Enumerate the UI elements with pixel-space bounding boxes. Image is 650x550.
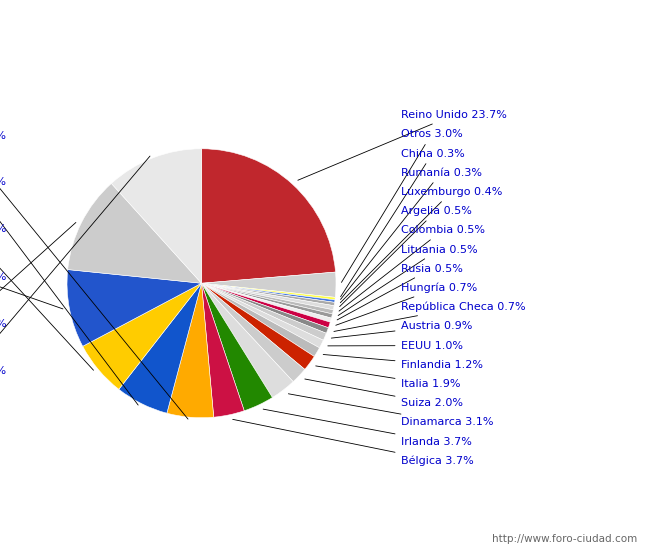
Wedge shape: [83, 283, 202, 389]
Wedge shape: [202, 283, 315, 370]
Wedge shape: [202, 283, 332, 318]
Text: Francia 9.4%: Francia 9.4%: [0, 272, 63, 309]
Text: Luxemburgo 0.4%: Luxemburgo 0.4%: [341, 187, 502, 302]
Wedge shape: [202, 283, 335, 302]
Text: Finlandia 1.2%: Finlandia 1.2%: [323, 355, 482, 370]
Wedge shape: [202, 283, 332, 322]
Text: Colombia 0.5%: Colombia 0.5%: [339, 226, 484, 311]
Text: Reino Unido 23.7%: Reino Unido 23.7%: [298, 110, 506, 180]
Wedge shape: [202, 283, 334, 310]
Text: Países Bajos 5.6%: Países Bajos 5.6%: [0, 130, 188, 419]
Wedge shape: [202, 283, 333, 314]
Wedge shape: [67, 270, 202, 346]
Text: Dinamarca 3.1%: Dinamarca 3.1%: [289, 394, 493, 427]
Text: China 0.3%: China 0.3%: [341, 148, 464, 297]
Wedge shape: [202, 283, 328, 333]
Text: Suecia 11.7%: Suecia 11.7%: [0, 156, 150, 376]
Wedge shape: [202, 272, 336, 298]
Wedge shape: [119, 283, 202, 413]
Text: Hungría 0.7%: Hungría 0.7%: [336, 283, 477, 325]
Wedge shape: [202, 283, 335, 306]
Text: Santa Pola - Turistas extranjeros según país - Abril de 2024: Santa Pola - Turistas extranjeros según …: [48, 13, 602, 34]
Text: Italia 1.9%: Italia 1.9%: [316, 366, 460, 389]
Wedge shape: [167, 283, 214, 418]
Text: EEUU 1.0%: EEUU 1.0%: [328, 340, 463, 350]
Wedge shape: [68, 184, 202, 283]
Wedge shape: [202, 283, 293, 398]
Wedge shape: [202, 283, 244, 417]
Text: Suiza 2.0%: Suiza 2.0%: [305, 379, 463, 408]
Text: Irlanda 3.7%: Irlanda 3.7%: [263, 409, 471, 447]
Text: República Checa 0.7%: República Checa 0.7%: [334, 302, 525, 332]
Text: Otros 3.0%: Otros 3.0%: [341, 129, 462, 282]
Wedge shape: [202, 283, 323, 348]
Text: Rumanía 0.3%: Rumanía 0.3%: [341, 168, 482, 300]
Text: Rusia 0.5%: Rusia 0.5%: [337, 264, 462, 320]
Text: Alemania 6.7%: Alemania 6.7%: [0, 224, 94, 370]
Wedge shape: [202, 283, 330, 328]
Text: Noruega 11.7%: Noruega 11.7%: [0, 222, 76, 328]
Wedge shape: [202, 283, 320, 356]
Wedge shape: [202, 283, 335, 300]
Text: Bélgica 3.7%: Bélgica 3.7%: [233, 419, 473, 466]
Wedge shape: [202, 148, 335, 283]
Text: http://www.foro-ciudad.com: http://www.foro-ciudad.com: [492, 535, 637, 544]
Text: Polonia 6.4%: Polonia 6.4%: [0, 178, 138, 405]
Wedge shape: [202, 283, 326, 340]
Wedge shape: [202, 283, 272, 411]
Wedge shape: [111, 148, 202, 283]
Text: Argelia 0.5%: Argelia 0.5%: [340, 206, 471, 306]
Text: Lituania 0.5%: Lituania 0.5%: [338, 245, 477, 316]
Text: Austria 0.9%: Austria 0.9%: [332, 321, 472, 338]
Wedge shape: [202, 283, 305, 382]
